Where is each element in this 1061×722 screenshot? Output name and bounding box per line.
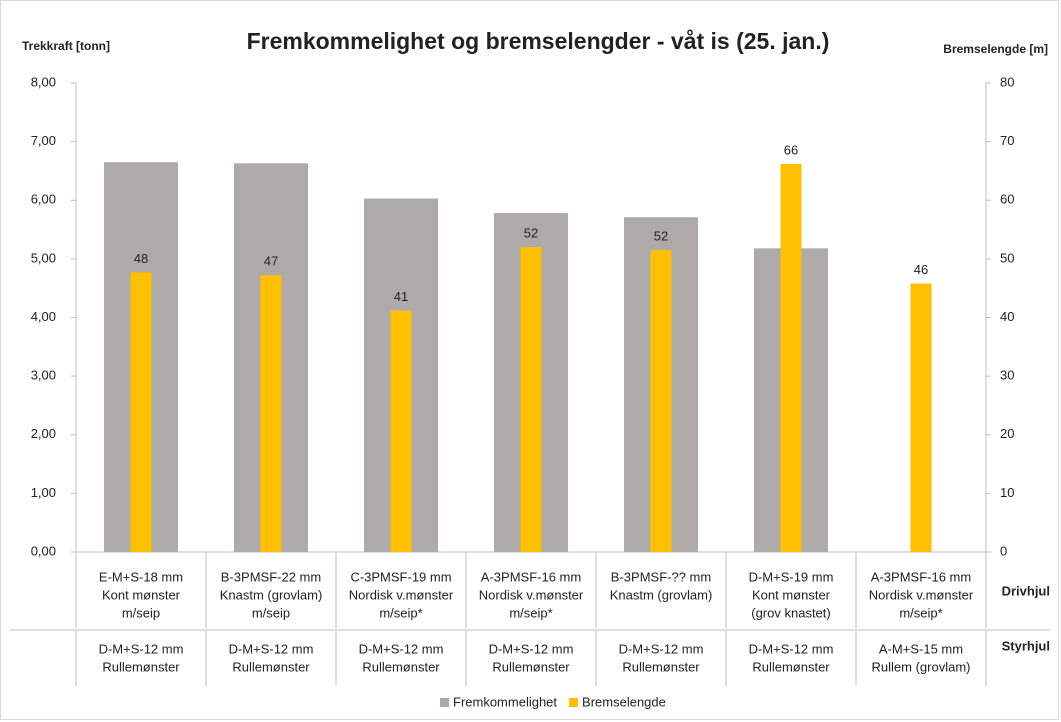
x-tick-label-2: Rullemønster — [232, 659, 310, 674]
y-tick-label: 6,00 — [31, 192, 56, 207]
x-tick-label: B-3PMSF-?? mm — [611, 569, 711, 584]
y2-tick-label: 50 — [1000, 250, 1014, 265]
data-label: 46 — [914, 262, 928, 277]
y2-tick-label: 20 — [1000, 426, 1014, 441]
data-label: 52 — [654, 229, 668, 244]
x-tick-label-2: Rullemønster — [102, 659, 180, 674]
x-tick-label-2: Rullemønster — [492, 659, 570, 674]
x-tick-label: Kont mønster — [102, 587, 181, 602]
x-tick-label: Nordisk v.mønster — [869, 587, 974, 602]
y-tick-label: 0,00 — [31, 543, 56, 558]
x-tick-label: D-M+S-19 mm — [749, 569, 834, 584]
y-tick-label: 4,00 — [31, 309, 56, 324]
x-tick-label-2: D-M+S-12 mm — [99, 641, 184, 656]
chart-title: Fremkommelighet og bremselengder - våt i… — [247, 28, 830, 54]
x-tick-label: B-3PMSF-22 mm — [221, 569, 321, 584]
x-tick-label: A-3PMSF-16 mm — [871, 569, 971, 584]
x-tick-label: m/seip — [122, 605, 160, 620]
y2-tick-label: 10 — [1000, 485, 1014, 500]
x-tick-label-2: D-M+S-12 mm — [359, 641, 444, 656]
y-tick-label: 3,00 — [31, 368, 56, 383]
y2-tick-label: 70 — [1000, 133, 1014, 148]
x-tick-label: Kont mønster — [752, 587, 831, 602]
data-label: 47 — [264, 254, 278, 269]
x-tick-label: E-M+S-18 mm — [99, 569, 183, 584]
x-tick-label: Knastm (grovlam) — [220, 587, 323, 602]
y-axis-title: Trekkraft [tonn] — [22, 39, 110, 53]
bar — [780, 163, 802, 552]
x-tick-label-2: A-M+S-15 mm — [879, 641, 963, 656]
x-tick-label-2: D-M+S-12 mm — [489, 641, 574, 656]
data-label: 48 — [134, 251, 148, 266]
x-tick-label-2: Rullemønster — [752, 659, 830, 674]
legend-label: Fremkommelighet — [453, 694, 557, 709]
y-tick-label: 5,00 — [31, 250, 56, 265]
bar — [260, 275, 282, 552]
x-tick-label: m/seip* — [899, 605, 942, 620]
y2-tick-label: 30 — [1000, 368, 1014, 383]
x-tick-label-2: Rullemønster — [622, 659, 700, 674]
y2-tick-label: 40 — [1000, 309, 1014, 324]
x-tick-label: (grov knastet) — [751, 605, 830, 620]
bar — [910, 283, 932, 552]
x-tick-label: Knastm (grovlam) — [610, 587, 713, 602]
y-tick-label: 2,00 — [31, 426, 56, 441]
x-tick-label: m/seip — [252, 605, 290, 620]
level-name: Drivhjul — [1002, 583, 1050, 598]
y-tick-label: 7,00 — [31, 133, 56, 148]
y-tick-label: 1,00 — [31, 485, 56, 500]
data-label: 41 — [394, 289, 408, 304]
x-tick-label: m/seip* — [509, 605, 552, 620]
bar — [390, 310, 412, 552]
y2-axis-title: Bremselengde [m] — [943, 42, 1048, 56]
data-label: 52 — [524, 226, 538, 241]
legend-label: Bremselengde — [582, 694, 666, 709]
y2-tick-label: 60 — [1000, 192, 1014, 207]
bar — [520, 247, 542, 552]
y2-tick-label: 0 — [1000, 543, 1007, 558]
x-tick-label: C-3PMSF-19 mm — [350, 569, 451, 584]
x-tick-label: Nordisk v.mønster — [349, 587, 454, 602]
x-tick-label-2: D-M+S-12 mm — [619, 641, 704, 656]
x-tick-label-2: D-M+S-12 mm — [749, 641, 834, 656]
y-tick-label: 8,00 — [31, 74, 56, 89]
x-tick-label: m/seip* — [379, 605, 422, 620]
x-tick-label-2: D-M+S-12 mm — [229, 641, 314, 656]
x-tick-label-2: Rullemønster — [362, 659, 440, 674]
bar — [130, 272, 152, 552]
legend-swatch — [440, 698, 449, 707]
x-tick-label: Nordisk v.mønster — [479, 587, 584, 602]
bar — [650, 250, 672, 553]
y2-tick-label: 80 — [1000, 74, 1014, 89]
x-tick-label-2: Rullem (grovlam) — [872, 659, 971, 674]
level-name: Styrhjul — [1002, 638, 1050, 653]
x-tick-label: A-3PMSF-16 mm — [481, 569, 581, 584]
data-label: 66 — [784, 142, 798, 157]
legend-swatch — [569, 698, 579, 707]
